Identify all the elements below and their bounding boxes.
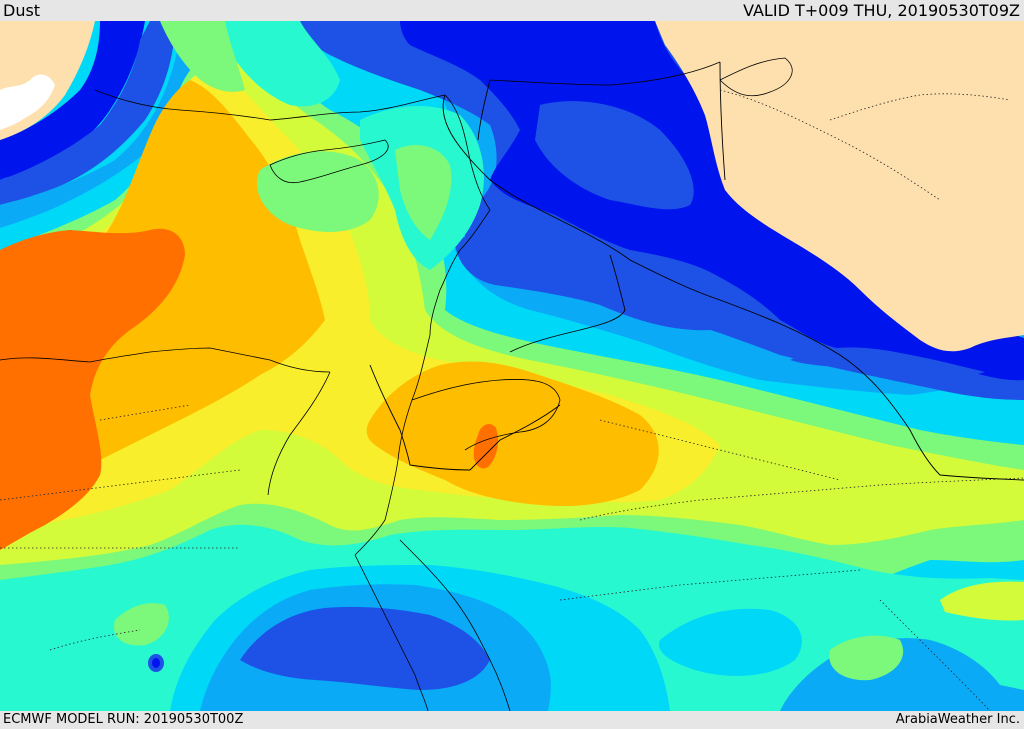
dust-concentration-map xyxy=(0,21,1024,711)
country-borders xyxy=(369,61,1024,481)
map-canvas xyxy=(0,21,1024,711)
dust-band-green-southeast xyxy=(829,635,904,681)
sea-mask-aegean xyxy=(0,74,55,130)
internal-boundaries xyxy=(0,89,1024,711)
credit-label: ArabiaWeather Inc. xyxy=(895,712,1020,727)
dust-band-darkblue-south xyxy=(240,606,490,690)
dust-band-darkblue-interior xyxy=(535,101,694,210)
dust-band-green-north xyxy=(160,21,245,92)
coastlines xyxy=(0,57,793,711)
dust-band-green-levant xyxy=(395,145,452,240)
dust-band-darkblue-gulf xyxy=(790,347,985,378)
footer-bar: ECMWF MODEL RUN: 20190530T00Z ArabiaWeat… xyxy=(0,711,1024,729)
dust-band-green-cyprus xyxy=(256,151,379,232)
map-title: Dust xyxy=(3,1,41,20)
dust-band-darkorange-arabia xyxy=(473,424,498,469)
dust-band-lightblue-southeast xyxy=(659,608,802,676)
dust-blob-darkestblue-south xyxy=(152,658,160,668)
dust-band-darkestblue-northwest xyxy=(0,21,145,180)
dust-band-cyan-north xyxy=(225,21,340,107)
dust-band-darkblue-levant xyxy=(455,230,733,331)
valid-time-label: VALID T+009 THU, 20190530T09Z xyxy=(743,1,1020,20)
dust-band-darkorange-west xyxy=(0,228,185,550)
dust-band-yellowgreen-east xyxy=(940,581,1024,621)
model-run-label: ECMWF MODEL RUN: 20190530T00Z xyxy=(3,712,244,727)
land-mask-iran xyxy=(655,21,1024,352)
header-bar: Dust VALID T+009 THU, 20190530T09Z xyxy=(0,0,1024,21)
dust-band-green-southwest xyxy=(114,603,169,646)
dust-band-darkblue-northwest xyxy=(0,21,175,205)
